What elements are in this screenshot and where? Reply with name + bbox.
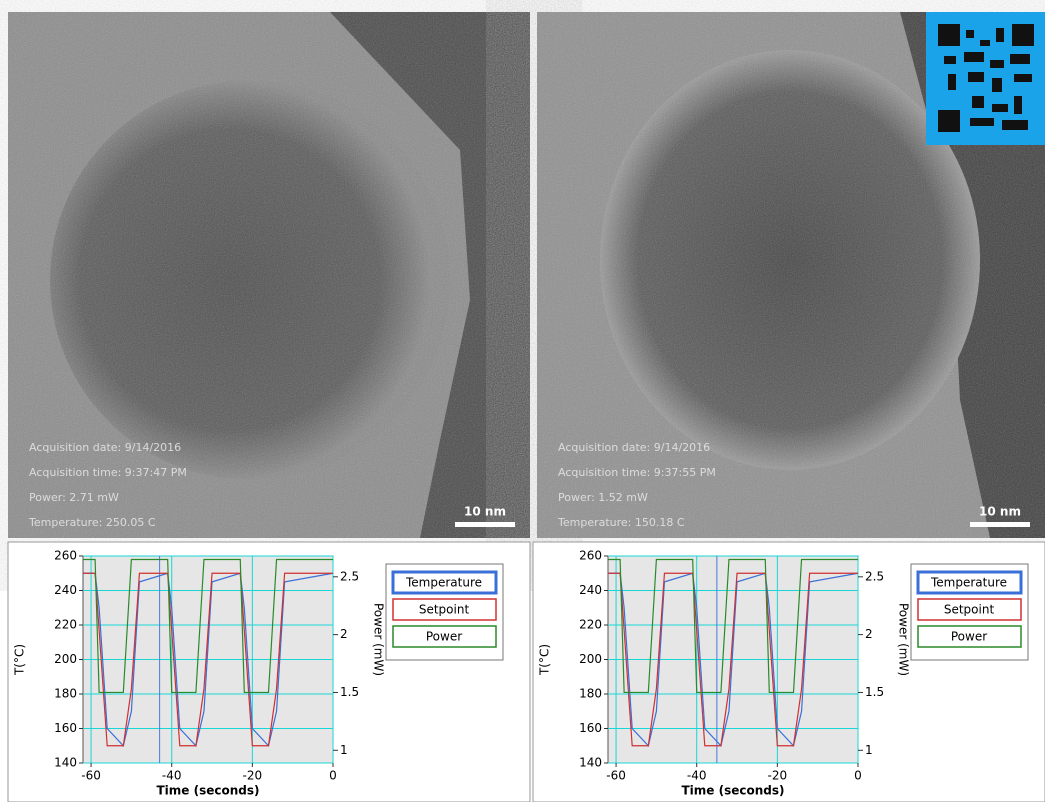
page: Acquisition date: 9/14/2016 Acquisition t… xyxy=(0,0,1045,802)
image-info: Acquisition date: 9/14/2016 xyxy=(29,441,181,454)
image-info: Acquisition time: 9:37:55 PM xyxy=(558,466,716,479)
y2-axis-label: Power (mW) xyxy=(372,603,386,676)
y2-tick-label: 2 xyxy=(340,627,348,641)
legend-label: Temperature xyxy=(930,576,1007,590)
y-tick-label: 200 xyxy=(579,652,602,666)
image-info: Acquisition time: 9:37:47 PM xyxy=(29,466,187,479)
y-tick-label: 240 xyxy=(579,583,602,597)
y-tick-label: 140 xyxy=(54,756,77,770)
image-info: Temperature: 150.18 C xyxy=(557,516,685,529)
micrograph xyxy=(537,12,1045,538)
image-info: Power: 2.71 mW xyxy=(29,491,119,504)
x-tick-label: 0 xyxy=(854,769,862,783)
y2-tick-label: 1.5 xyxy=(865,685,884,699)
x-tick-label: -20 xyxy=(768,769,788,783)
legend-label: Power xyxy=(951,630,987,644)
scale-bar xyxy=(455,522,515,527)
y-tick-label: 180 xyxy=(54,687,77,701)
legend-label: Setpoint xyxy=(944,603,995,617)
x-tick-label: 0 xyxy=(329,769,337,783)
y-tick-label: 140 xyxy=(579,756,602,770)
screen: Acquisition date: 9/14/2016 Acquisition t… xyxy=(0,0,1045,802)
x-axis-label: Time (seconds) xyxy=(156,784,259,798)
image-info: Acquisition date: 9/14/2016 xyxy=(558,441,710,454)
x-tick-label: -60 xyxy=(81,769,101,783)
legend-label: Temperature xyxy=(405,576,482,590)
y2-axis-label: Power (mW) xyxy=(897,603,911,676)
y-tick-label: 160 xyxy=(579,721,602,735)
y2-tick-label: 1 xyxy=(865,743,873,757)
y2-tick-label: 1.5 xyxy=(340,685,359,699)
x-tick-label: -40 xyxy=(162,769,182,783)
scale-bar xyxy=(970,522,1030,527)
x-tick-label: -20 xyxy=(243,769,263,783)
y-tick-label: 220 xyxy=(54,618,77,632)
legend-label: Power xyxy=(426,630,462,644)
y-tick-label: 260 xyxy=(579,549,602,563)
y2-tick-label: 1 xyxy=(340,743,348,757)
y2-tick-label: 2 xyxy=(865,627,873,641)
micrograph xyxy=(8,12,530,538)
y-tick-label: 260 xyxy=(54,549,77,563)
y-tick-label: 220 xyxy=(579,618,602,632)
x-tick-label: -40 xyxy=(687,769,707,783)
y-axis-label: T(°C) xyxy=(13,644,27,676)
image-info: Power: 1.52 mW xyxy=(558,491,648,504)
y-tick-label: 200 xyxy=(54,652,77,666)
y2-tick-label: 2.5 xyxy=(865,569,884,583)
x-axis-label: Time (seconds) xyxy=(681,784,784,798)
y-tick-label: 240 xyxy=(54,583,77,597)
y2-tick-label: 2.5 xyxy=(340,569,359,583)
y-tick-label: 160 xyxy=(54,721,77,735)
image-info: Temperature: 250.05 C xyxy=(28,516,156,529)
scale-bar-label: 10 nm xyxy=(979,505,1021,519)
x-tick-label: -60 xyxy=(606,769,626,783)
legend-label: Setpoint xyxy=(419,603,470,617)
scale-bar-label: 10 nm xyxy=(464,505,506,519)
y-tick-label: 180 xyxy=(579,687,602,701)
y-axis-label: T(°C) xyxy=(538,644,552,676)
